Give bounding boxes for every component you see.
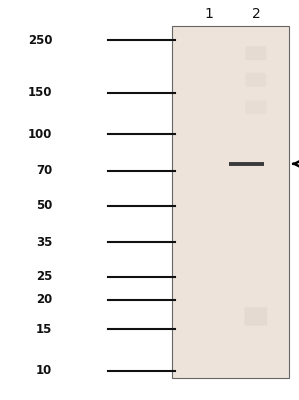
Text: 10: 10 [36, 364, 52, 378]
Text: 35: 35 [36, 236, 52, 249]
Text: 250: 250 [28, 34, 52, 46]
Text: 150: 150 [28, 86, 52, 99]
Text: 2: 2 [251, 7, 260, 21]
FancyBboxPatch shape [245, 46, 266, 60]
Text: 50: 50 [36, 199, 52, 212]
Text: 20: 20 [36, 293, 52, 306]
FancyBboxPatch shape [245, 307, 267, 326]
Text: 15: 15 [36, 323, 52, 336]
FancyBboxPatch shape [245, 100, 266, 114]
Text: 1: 1 [205, 7, 214, 21]
Text: 25: 25 [36, 270, 52, 283]
Text: 100: 100 [28, 128, 52, 141]
Bar [172, 26, 289, 378]
Text: 70: 70 [36, 164, 52, 178]
FancyBboxPatch shape [245, 73, 266, 87]
